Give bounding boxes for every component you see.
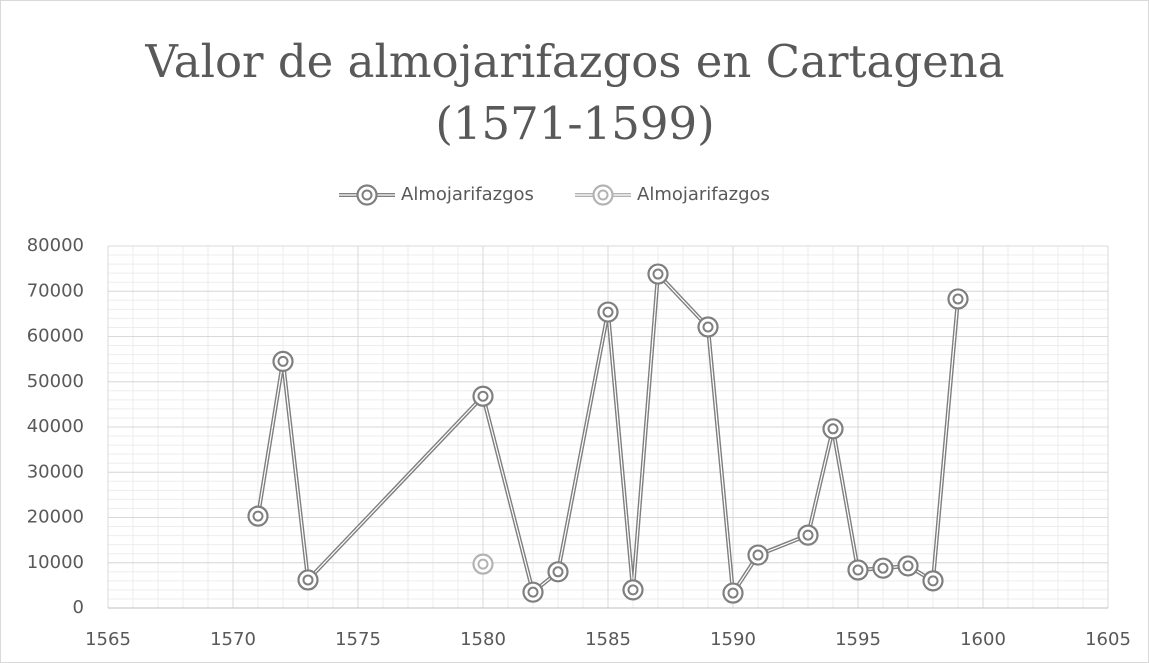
marker <box>872 557 894 579</box>
marker-outer <box>297 569 319 591</box>
marker <box>747 544 769 566</box>
x-tick-label: 1575 <box>335 629 381 650</box>
marker-inner <box>727 587 739 599</box>
marker <box>847 559 869 581</box>
marker-inner <box>752 549 764 561</box>
marker <box>356 184 378 206</box>
marker-outer <box>897 555 919 577</box>
x-tick-label: 1595 <box>835 629 881 650</box>
marker-outer <box>747 544 769 566</box>
y-tick-label: 10000 <box>27 552 84 573</box>
marker <box>597 301 619 323</box>
y-tick-label: 80000 <box>27 235 84 256</box>
marker-outer <box>797 524 819 546</box>
marker-outer <box>922 570 944 592</box>
marker-outer <box>247 505 269 527</box>
marker-inner <box>652 268 664 280</box>
marker <box>622 579 644 601</box>
marker <box>647 263 669 285</box>
marker-inner <box>852 564 864 576</box>
marker-outer <box>722 582 744 604</box>
marker-inner <box>527 586 539 598</box>
marker-inner <box>627 584 639 596</box>
y-tick-label: 50000 <box>27 371 84 392</box>
marker-inner <box>477 390 489 402</box>
marker <box>547 561 569 583</box>
marker <box>822 418 844 440</box>
marker-outer <box>597 301 619 323</box>
marker-outer <box>622 579 644 601</box>
marker-inner <box>802 529 814 541</box>
marker-inner <box>702 321 714 333</box>
marker <box>592 184 614 206</box>
x-tick-label: 1565 <box>85 629 131 650</box>
y-tick-label: 30000 <box>27 461 84 482</box>
marker-outer <box>697 316 719 338</box>
y-tick-label: 40000 <box>27 416 84 437</box>
marker-inner <box>877 562 889 574</box>
marker-outer <box>472 553 494 575</box>
marker-outer <box>822 418 844 440</box>
y-tick-label: 70000 <box>27 280 84 301</box>
marker <box>247 505 269 527</box>
marker-outer <box>872 557 894 579</box>
marker-inner <box>552 566 564 578</box>
legend-label: Almojarifazgos <box>401 184 534 205</box>
marker-inner <box>902 560 914 572</box>
marker-outer <box>356 184 378 206</box>
marker <box>697 316 719 338</box>
marker <box>722 582 744 604</box>
marker-outer <box>947 288 969 310</box>
x-tick-label: 1600 <box>960 629 1006 650</box>
x-tick-label: 1590 <box>710 629 756 650</box>
marker-outer <box>272 350 294 372</box>
marker-inner <box>597 189 609 201</box>
marker-inner <box>252 510 264 522</box>
marker-outer <box>472 385 494 407</box>
marker-inner <box>827 423 839 435</box>
marker-outer <box>647 263 669 285</box>
marker-outer <box>592 184 614 206</box>
marker-inner <box>302 574 314 586</box>
marker <box>897 555 919 577</box>
x-tick-label: 1580 <box>460 629 506 650</box>
marker-inner <box>361 189 373 201</box>
marker <box>297 569 319 591</box>
marker-outer <box>847 559 869 581</box>
marker-inner <box>927 575 939 587</box>
marker <box>922 570 944 592</box>
y-tick-label: 0 <box>73 597 84 618</box>
marker <box>272 350 294 372</box>
marker-inner <box>477 558 489 570</box>
chart-title: Valor de almojarifazgos en Cartagena (15… <box>145 35 1005 150</box>
y-tick-label: 60000 <box>27 326 84 347</box>
marker-inner <box>277 355 289 367</box>
marker <box>472 553 494 575</box>
x-tick-label: 1585 <box>585 629 631 650</box>
marker-inner <box>952 293 964 305</box>
x-tick-label: 1605 <box>1085 629 1131 650</box>
y-tick-label: 20000 <box>27 507 84 528</box>
marker <box>797 524 819 546</box>
marker-outer <box>522 581 544 603</box>
marker <box>522 581 544 603</box>
marker <box>947 288 969 310</box>
marker-inner <box>602 306 614 318</box>
marker-outer <box>547 561 569 583</box>
legend-label: Almojarifazgos <box>637 184 770 205</box>
marker <box>472 385 494 407</box>
x-tick-label: 1570 <box>210 629 256 650</box>
